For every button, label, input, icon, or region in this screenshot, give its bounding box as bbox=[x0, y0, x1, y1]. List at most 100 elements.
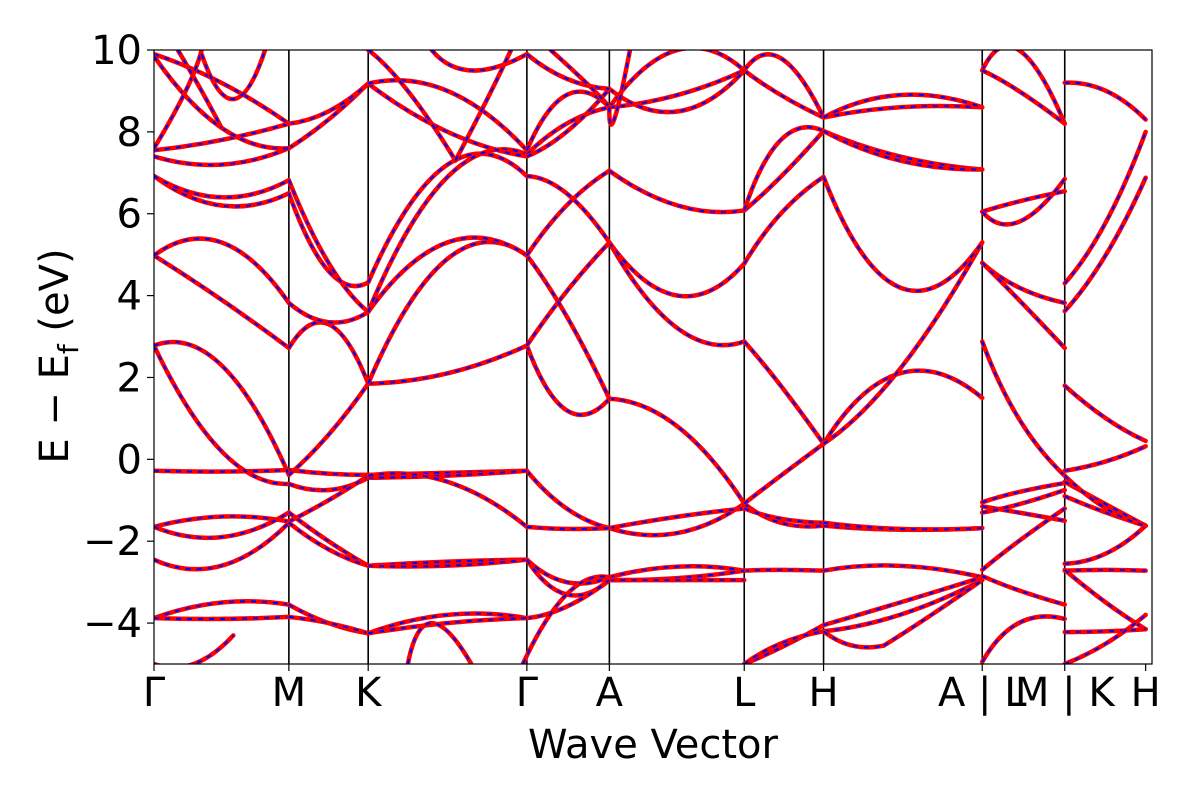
band-line-dashed bbox=[154, 50, 203, 149]
band-line bbox=[1062, 443, 1148, 474]
band-series-14 bbox=[154, 50, 633, 163]
band-line-dashed bbox=[367, 612, 528, 635]
band-line-dashed bbox=[1064, 524, 1147, 565]
band-line-dashed bbox=[154, 634, 235, 664]
band-line-dashed bbox=[981, 262, 1065, 304]
band-line-dashed bbox=[154, 175, 290, 199]
band-line-dashed bbox=[822, 176, 984, 292]
band-series-6 bbox=[154, 68, 1148, 573]
band-line-dashed bbox=[367, 79, 528, 151]
x-tick-label: L bbox=[733, 670, 756, 716]
band-series-12 bbox=[154, 577, 1148, 664]
band-line bbox=[979, 68, 1067, 126]
band-line bbox=[741, 128, 826, 213]
band-line bbox=[154, 236, 292, 306]
band-line-dashed bbox=[154, 55, 289, 150]
x-tick-label: A | L bbox=[938, 670, 1027, 716]
y-tick-label: −2 bbox=[83, 519, 142, 565]
band-line bbox=[524, 524, 612, 532]
band-line bbox=[1062, 383, 1148, 444]
band-line-dashed bbox=[288, 321, 370, 384]
band-line bbox=[979, 487, 1067, 515]
band-line-dashed bbox=[154, 122, 290, 152]
y-tick-label: 4 bbox=[117, 274, 142, 320]
band-line-dashed bbox=[743, 630, 824, 664]
band-line-dashed bbox=[609, 397, 746, 505]
band-line-dashed bbox=[608, 241, 745, 347]
band-line-dashed bbox=[430, 50, 528, 72]
band-line-dashed bbox=[743, 126, 824, 211]
band-line-dashed bbox=[981, 482, 1065, 504]
band-line bbox=[154, 520, 292, 572]
band-line-dashed bbox=[743, 176, 825, 265]
band-line bbox=[524, 557, 612, 586]
band-line-dashed bbox=[823, 130, 983, 171]
band-line-dashed bbox=[1064, 384, 1147, 442]
band-line-dashed bbox=[1064, 480, 1147, 527]
band-line-dashed bbox=[743, 624, 825, 664]
band-line bbox=[1062, 612, 1148, 664]
band-line-dashed bbox=[367, 50, 457, 162]
band-line-dashed bbox=[368, 469, 527, 476]
band-line bbox=[741, 506, 826, 526]
band-line-dashed bbox=[743, 340, 825, 445]
band-line bbox=[365, 50, 458, 163]
band-line bbox=[286, 381, 371, 478]
y-axis-ticks: 10 8 6 4 2 0 −2 −4 bbox=[83, 28, 154, 647]
band-line-dashed bbox=[154, 615, 289, 621]
band-line bbox=[741, 52, 826, 120]
band-line bbox=[1062, 175, 1148, 314]
band-line bbox=[821, 563, 985, 580]
band-line-dashed bbox=[521, 575, 610, 664]
band-line-dashed bbox=[743, 442, 825, 505]
band-line bbox=[524, 240, 612, 348]
band-line-dashed bbox=[154, 254, 290, 349]
band-line-dashed bbox=[526, 254, 611, 400]
band-line bbox=[607, 240, 747, 299]
band-line-dashed bbox=[823, 130, 983, 171]
band-line bbox=[979, 339, 1067, 478]
band-line-dashed bbox=[981, 507, 1066, 571]
band-line-dashed bbox=[367, 236, 528, 313]
band-line-dashed bbox=[176, 50, 223, 129]
band-line-dashed bbox=[981, 190, 1065, 213]
y-tick-label: 2 bbox=[117, 355, 142, 401]
band-line-dashed bbox=[288, 82, 369, 125]
band-line-dashed bbox=[154, 53, 290, 125]
band-line-dashed bbox=[549, 50, 611, 108]
band-line bbox=[154, 53, 292, 151]
band-line-dashed bbox=[288, 383, 370, 476]
band-line-dashed bbox=[368, 558, 527, 568]
band-line bbox=[1062, 80, 1148, 122]
band-line-dashed bbox=[154, 600, 290, 620]
band-line-dashed bbox=[288, 521, 369, 567]
band-line-dashed bbox=[526, 88, 611, 158]
band-line bbox=[821, 174, 985, 294]
band-series-7 bbox=[154, 68, 1148, 566]
band-line bbox=[607, 68, 747, 115]
band-line-dashed bbox=[609, 507, 745, 530]
band-line bbox=[524, 51, 612, 92]
band-line-dashed bbox=[608, 241, 745, 298]
band-line-dashed bbox=[288, 511, 369, 567]
band-line bbox=[1062, 567, 1148, 573]
x-tick-label: H bbox=[1131, 670, 1161, 716]
band-line-dashed bbox=[154, 515, 290, 528]
band-line bbox=[524, 577, 612, 621]
band-line-dashed bbox=[154, 468, 289, 473]
band-line-dashed bbox=[744, 568, 824, 572]
band-line-dashed bbox=[154, 340, 290, 476]
band-line bbox=[607, 501, 747, 538]
band-line-dashed bbox=[368, 558, 527, 567]
band-line bbox=[286, 177, 371, 315]
band-line bbox=[365, 235, 530, 315]
x-tick-label: K bbox=[355, 670, 383, 716]
band-series-0 bbox=[154, 443, 1148, 538]
band-line-dashed bbox=[981, 262, 1066, 349]
band-line bbox=[524, 343, 612, 418]
band-line bbox=[154, 633, 236, 664]
band-line bbox=[405, 620, 474, 664]
band-line-dashed bbox=[743, 53, 825, 118]
band-line-dashed bbox=[609, 502, 745, 537]
band-line-dashed bbox=[526, 470, 610, 530]
